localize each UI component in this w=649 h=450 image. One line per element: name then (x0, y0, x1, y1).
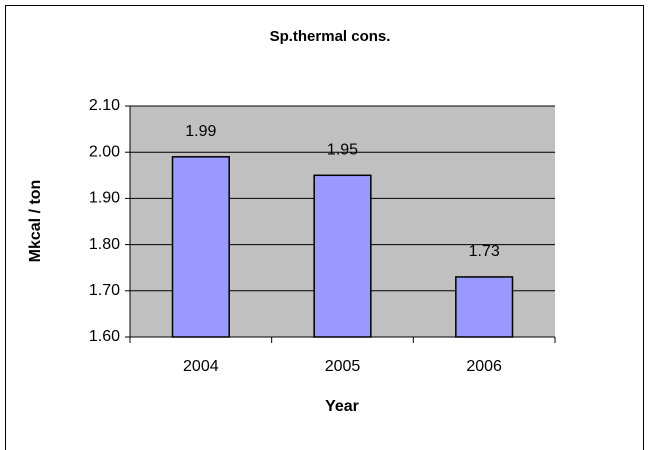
bar (313, 174, 372, 338)
y-axis-label: Mkcal / ton (27, 180, 44, 263)
bar (171, 156, 230, 338)
y-tick-label: 2.10 (89, 97, 120, 114)
bar (455, 276, 514, 338)
x-tick-label: 2005 (325, 358, 361, 375)
y-tick-label: 1.80 (89, 236, 120, 253)
data-label: 1.95 (327, 142, 358, 159)
x-tick-label: 2006 (466, 358, 502, 375)
y-tick-label: 1.90 (89, 190, 120, 207)
chart-title: Sp.thermal cons. (270, 28, 391, 45)
data-label: 1.73 (469, 243, 500, 260)
y-tick-label: 1.70 (89, 282, 120, 299)
x-axis-label: Year (325, 398, 359, 415)
data-label: 1.99 (185, 123, 216, 140)
y-tick-label: 1.60 (89, 328, 120, 345)
x-tick-label: 2004 (183, 358, 219, 375)
y-tick-label: 2.00 (89, 143, 120, 160)
